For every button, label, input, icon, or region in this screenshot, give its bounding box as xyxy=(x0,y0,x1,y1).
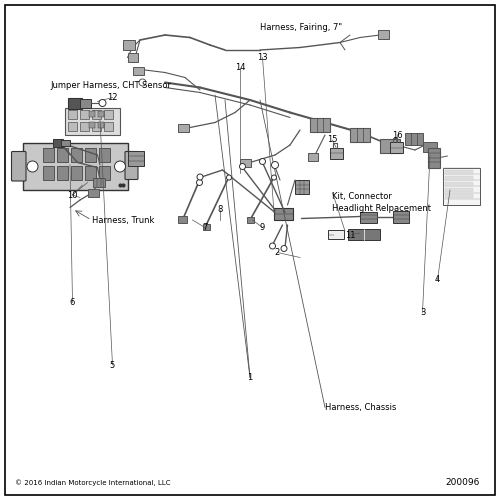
Bar xyxy=(68,98,82,108)
Bar xyxy=(104,110,112,119)
Bar xyxy=(70,148,82,162)
Circle shape xyxy=(114,161,126,172)
Bar xyxy=(328,230,344,239)
Bar xyxy=(88,189,99,197)
Bar xyxy=(132,66,143,74)
Bar xyxy=(122,40,135,50)
Bar xyxy=(56,166,68,179)
Bar xyxy=(202,224,210,230)
Bar xyxy=(61,140,70,146)
Text: 8: 8 xyxy=(218,206,222,214)
Text: Harness, Trunk: Harness, Trunk xyxy=(92,216,155,224)
Bar xyxy=(80,98,91,108)
Circle shape xyxy=(281,246,287,252)
Bar xyxy=(92,178,105,186)
Text: 11: 11 xyxy=(345,230,355,239)
Bar xyxy=(70,166,82,179)
Text: 12: 12 xyxy=(107,93,118,102)
Text: Harness, Fairing, 7": Harness, Fairing, 7" xyxy=(260,23,342,32)
Bar xyxy=(390,142,402,153)
Circle shape xyxy=(226,175,232,180)
Bar xyxy=(274,208,293,220)
Bar xyxy=(22,142,128,190)
Bar xyxy=(88,122,94,128)
Bar xyxy=(348,229,380,240)
Bar xyxy=(445,194,472,198)
Bar xyxy=(442,168,480,205)
Circle shape xyxy=(99,100,106,106)
Bar xyxy=(52,139,62,146)
Text: 7: 7 xyxy=(202,223,207,232)
Bar xyxy=(98,148,110,162)
Text: 16: 16 xyxy=(392,130,403,140)
Circle shape xyxy=(197,174,203,180)
Bar xyxy=(445,170,472,174)
Bar xyxy=(178,216,186,222)
Text: © 2016 Indian Motorcycle International, LLC: © 2016 Indian Motorcycle International, … xyxy=(15,479,171,486)
Bar xyxy=(56,148,68,162)
Bar xyxy=(350,128,370,141)
Bar xyxy=(295,180,309,194)
Bar xyxy=(104,122,112,131)
Bar xyxy=(428,148,440,168)
Bar xyxy=(445,176,472,180)
Bar xyxy=(80,110,88,119)
Bar xyxy=(178,124,188,132)
Bar xyxy=(394,211,409,223)
Text: 13: 13 xyxy=(257,53,268,62)
Bar xyxy=(330,148,342,158)
Text: 14: 14 xyxy=(235,63,245,72)
Bar xyxy=(246,217,254,223)
Text: 4: 4 xyxy=(435,276,440,284)
Bar xyxy=(380,139,400,153)
Circle shape xyxy=(27,161,38,172)
Text: 1: 1 xyxy=(248,373,252,382)
Bar xyxy=(68,110,76,119)
Text: 6: 6 xyxy=(70,298,75,307)
Bar xyxy=(128,151,144,166)
Bar xyxy=(92,122,100,131)
Bar xyxy=(240,159,251,167)
Bar xyxy=(42,166,54,179)
Circle shape xyxy=(272,162,278,168)
Bar xyxy=(92,110,100,119)
Text: 15: 15 xyxy=(327,136,338,144)
Bar xyxy=(68,122,76,131)
Text: 2: 2 xyxy=(275,248,280,257)
Text: 3: 3 xyxy=(420,308,425,317)
Text: 10: 10 xyxy=(67,190,78,200)
Bar xyxy=(128,52,138,62)
Bar xyxy=(445,188,472,192)
Circle shape xyxy=(196,180,202,186)
Bar xyxy=(310,118,330,132)
Circle shape xyxy=(260,158,266,164)
Bar xyxy=(378,30,388,39)
Circle shape xyxy=(139,79,146,86)
Bar xyxy=(88,111,94,117)
Text: 200096: 200096 xyxy=(446,478,480,487)
Bar xyxy=(98,122,104,128)
Bar xyxy=(84,148,96,162)
Bar xyxy=(98,111,104,117)
Bar xyxy=(360,212,377,222)
FancyBboxPatch shape xyxy=(12,152,26,181)
Text: 9: 9 xyxy=(260,223,265,232)
Bar xyxy=(422,142,436,152)
Circle shape xyxy=(270,243,276,249)
Bar xyxy=(84,166,96,179)
Bar xyxy=(80,122,88,131)
Bar xyxy=(42,148,54,162)
Text: Kit, Connector
Headlight Relpacement: Kit, Connector Headlight Relpacement xyxy=(332,192,432,214)
Bar xyxy=(405,132,422,145)
Circle shape xyxy=(272,175,276,180)
Text: 5: 5 xyxy=(110,360,115,370)
Bar xyxy=(65,108,120,135)
Text: Harness, Chassis: Harness, Chassis xyxy=(325,403,396,412)
FancyBboxPatch shape xyxy=(125,152,138,180)
Text: Jumper Harness, CHT Sensor: Jumper Harness, CHT Sensor xyxy=(50,80,171,90)
Bar xyxy=(445,182,472,186)
Bar xyxy=(308,152,318,160)
Bar xyxy=(98,166,110,179)
Circle shape xyxy=(240,164,246,170)
